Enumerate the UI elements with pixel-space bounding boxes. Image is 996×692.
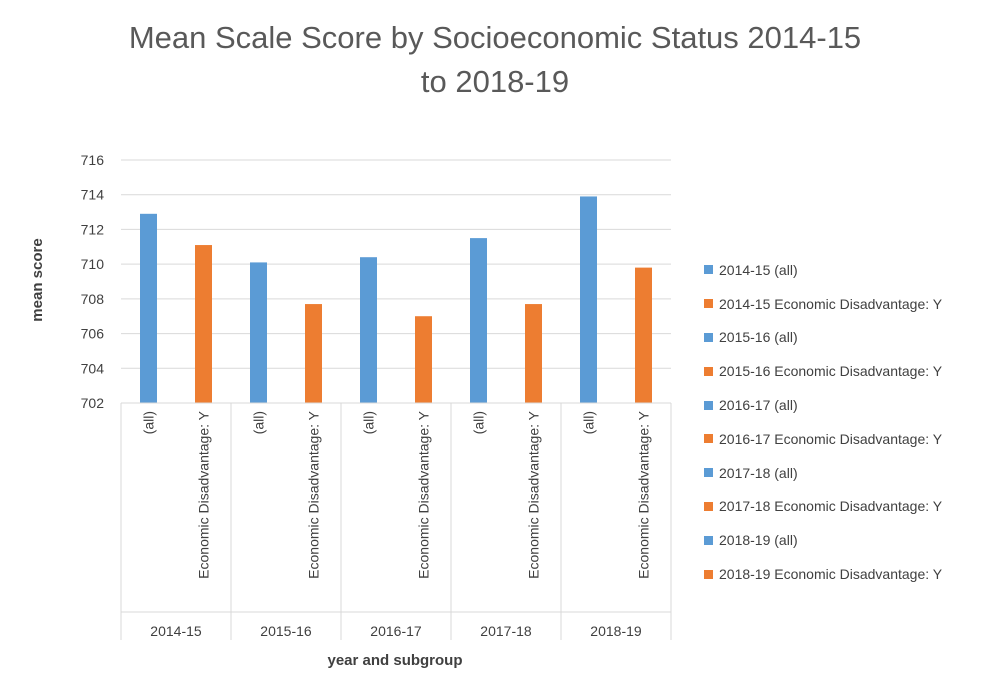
bar-2017-18-econ-disadvantage — [525, 304, 542, 403]
bar-2015-16-econ-disadvantage — [305, 304, 322, 403]
legend-label: 2018-19 (all) — [719, 532, 798, 549]
bar-2017-18-all — [470, 238, 487, 403]
legend-swatch — [704, 332, 713, 342]
legend-swatch — [704, 535, 713, 545]
legend-swatch — [704, 434, 713, 444]
x-group-label: 2018-19 — [590, 623, 642, 639]
bar-2016-17-all — [360, 257, 377, 403]
bar-2016-17-econ-disadvantage — [415, 316, 432, 403]
bar-2015-16-all — [250, 262, 267, 403]
legend-swatch — [704, 400, 713, 410]
legend-label: 2016-17 (all) — [719, 397, 798, 414]
legend-swatch — [704, 265, 713, 275]
legend-label: 2017-18 Economic Disadvantage: Y — [719, 498, 943, 515]
x-subcategory-label: Economic Disadvantage: Y — [526, 410, 542, 578]
x-subcategory-label: Economic Disadvantage: Y — [416, 410, 432, 578]
legend-label: 2016-17 Economic Disadvantage: Y — [719, 430, 943, 447]
chart-title: Mean Scale Score by Socioeconomic Status… — [60, 16, 930, 104]
legend-label: 2015-16 (all) — [719, 329, 798, 346]
legend-label: 2015-16 Economic Disadvantage: Y — [719, 363, 943, 380]
legend-item: 2018-19 (all) — [704, 523, 994, 557]
legend-swatch — [704, 366, 713, 376]
x-axis: (all) Economic Disadvantage: Y 2014-15 (all… — [120, 402, 672, 640]
x-subcategory-label: (all) — [361, 411, 377, 434]
legend-swatch — [704, 569, 713, 579]
y-tick-label: 712 — [81, 221, 105, 237]
x-group-label: 2017-18 — [480, 623, 532, 639]
x-group-label: 2016-17 — [370, 623, 422, 639]
x-group-label: 2015-16 — [260, 623, 312, 639]
y-tick-label: 716 — [81, 152, 105, 168]
legend-label: 2014-15 Economic Disadvantage: Y — [719, 295, 943, 312]
x-subcategory-label: (all) — [141, 411, 157, 434]
x-subcategory-label: (all) — [581, 411, 597, 434]
x-subcategory-label: Economic Disadvantage: Y — [306, 410, 322, 578]
y-tick-label: 714 — [81, 187, 105, 203]
legend: 2014-15 (all) 2014-15 Economic Disadvanta… — [704, 253, 994, 591]
y-axis-ticks: 702 704 706 708 710 712 714 716 — [81, 152, 105, 411]
legend-label: 2018-19 Economic Disadvantage: Y — [719, 566, 943, 583]
legend-item: 2016-17 Economic Disadvantage: Y — [704, 422, 994, 456]
x-group-label: 2014-15 — [150, 623, 202, 639]
x-subcategory-label: Economic Disadvantage: Y — [636, 410, 652, 578]
bar-2014-15-econ-disadvantage — [195, 245, 212, 403]
legend-swatch — [704, 501, 713, 511]
x-axis-title: year and subgroup — [327, 652, 462, 669]
x-subcategory-label: Economic Disadvantage: Y — [196, 410, 212, 578]
legend-item: 2014-15 (all) — [704, 253, 994, 287]
legend-item: 2015-16 (all) — [704, 321, 994, 355]
legend-item: 2017-18 Economic Disadvantage: Y — [704, 490, 994, 524]
bar-2018-19-all — [580, 196, 597, 403]
legend-item: 2014-15 Economic Disadvantage: Y — [704, 287, 994, 321]
chart-title-line-2: to 2018-19 — [420, 64, 570, 99]
y-tick-label: 704 — [81, 360, 105, 376]
bars — [140, 196, 652, 403]
legend-swatch — [704, 299, 713, 309]
legend-item: 2016-17 (all) — [704, 388, 994, 422]
bar-2018-19-econ-disadvantage — [635, 267, 652, 403]
legend-item: 2015-16 Economic Disadvantage: Y — [704, 354, 994, 388]
y-tick-label: 706 — [81, 326, 105, 342]
x-subcategory-label: (all) — [251, 411, 267, 434]
x-subcategory-label: (all) — [471, 411, 487, 434]
gridlines — [121, 159, 671, 404]
y-tick-label: 708 — [81, 291, 105, 307]
bar-2014-15-all — [140, 213, 157, 403]
y-axis-title: mean score — [29, 238, 46, 321]
chart-title-line-1: Mean Scale Score by Socioeconomic Status… — [128, 20, 862, 55]
legend-label: 2014-15 (all) — [719, 261, 798, 278]
legend-label: 2017-18 (all) — [719, 464, 798, 481]
y-tick-label: 710 — [81, 256, 105, 272]
legend-swatch — [704, 468, 713, 478]
y-tick-label: 702 — [81, 395, 105, 411]
legend-item: 2018-19 Economic Disadvantage: Y — [704, 557, 994, 591]
legend-item: 2017-18 (all) — [704, 456, 994, 490]
